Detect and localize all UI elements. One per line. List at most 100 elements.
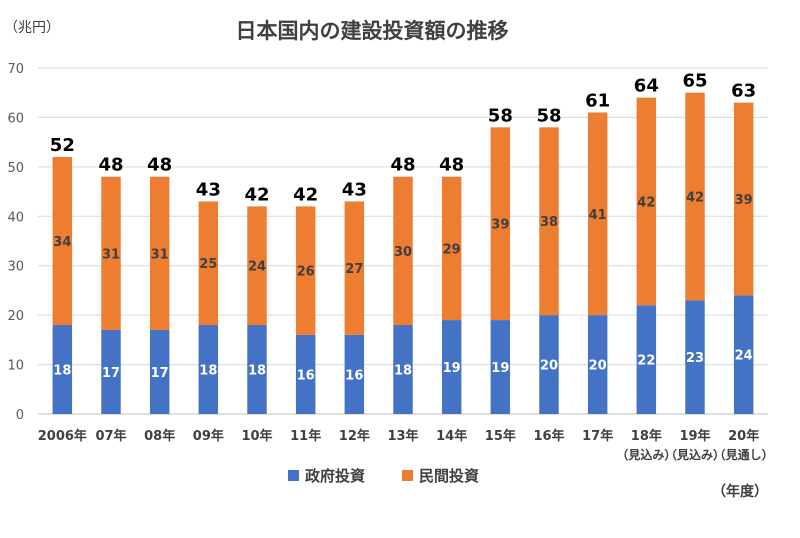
bar-segment-government [490, 320, 511, 414]
bar-segment-private [490, 127, 511, 321]
x-tick-note: （見込み） [665, 447, 725, 462]
bar-segment-government [101, 329, 121, 414]
legend-swatch-government [288, 470, 299, 481]
bar-segment-government [685, 300, 705, 414]
data-label-government: 20 [589, 359, 607, 374]
data-labels: 18 34 52 17 31 48 17 31 48 18 25 43 18 24 42 16 26 42 16 27… [50, 71, 756, 384]
data-label-government: 16 [345, 368, 363, 383]
bar-segment-private [685, 92, 705, 301]
total-label: 48 [390, 155, 415, 176]
bar-segment-private [393, 176, 413, 326]
x-tick-label: 12年 [339, 428, 370, 444]
y-tick-label: 30 [7, 260, 24, 275]
bar-segment-private [539, 127, 559, 316]
data-label-government: 17 [151, 366, 169, 381]
x-tick-label: 07年 [95, 428, 126, 444]
data-label-private: 24 [248, 260, 266, 275]
x-tick-label: 14年 [436, 428, 467, 444]
bar-segment-government [733, 295, 754, 414]
x-tick-label: 15年 [485, 428, 516, 444]
y-axis-ticks: 0 10 20 30 40 50 60 70 [7, 62, 24, 423]
x-axis-unit-label: （年度） [712, 483, 768, 500]
y-tick-label: 20 [7, 309, 24, 324]
total-label: 48 [98, 155, 123, 176]
total-label: 42 [293, 184, 318, 205]
data-label-private: 39 [735, 193, 753, 208]
total-label: 58 [488, 105, 513, 126]
y-tick-label: 0 [16, 408, 24, 423]
bar-segment-private [247, 206, 267, 326]
bar-segment-private [101, 176, 121, 330]
bar-segment-private [198, 201, 219, 326]
x-tick-label: 2006年 [38, 428, 87, 444]
data-label-government: 18 [394, 364, 412, 379]
chart-title: 日本国内の建設投資額の推移 [236, 19, 509, 43]
total-label: 43 [342, 179, 367, 200]
bar-segment-private [636, 97, 657, 306]
data-label-government: 18 [199, 364, 217, 379]
legend-swatch-private [402, 470, 413, 481]
x-tick-note: （見込み） [616, 447, 676, 462]
x-tick-label: 13年 [387, 428, 418, 444]
data-label-government: 20 [540, 359, 558, 374]
data-label-government: 19 [443, 361, 461, 376]
total-label: 48 [147, 155, 172, 176]
data-label-private: 30 [394, 245, 412, 260]
legend-label-government: 政府投資 [305, 467, 365, 485]
x-axis-ticks: 2006年 07年 08年 09年 10年 11年 12年 13年 14年 15年 16年 17年 18… [38, 428, 774, 462]
x-tick-label: 20年 [728, 428, 759, 444]
total-label: 48 [439, 155, 464, 176]
data-label-government: 18 [53, 364, 71, 379]
data-label-private: 38 [540, 215, 558, 230]
data-label-private: 31 [151, 247, 169, 262]
data-label-private: 31 [102, 247, 120, 262]
total-label: 64 [634, 76, 659, 97]
bar-segment-government [441, 320, 462, 414]
bar-segment-private [587, 112, 608, 316]
data-label-government: 23 [686, 351, 704, 366]
data-label-private: 41 [589, 208, 607, 223]
data-label-private: 42 [686, 191, 704, 206]
total-label: 58 [536, 105, 561, 126]
bar-segment-private [733, 102, 754, 296]
bars [52, 92, 754, 414]
y-tick-label: 70 [7, 62, 24, 77]
data-label-private: 27 [345, 262, 363, 277]
bar-segment-government [198, 325, 219, 414]
bar-segment-private [441, 176, 462, 321]
bar-segment-private [149, 176, 170, 330]
y-tick-label: 10 [7, 359, 24, 374]
bar-segment-government [149, 329, 170, 414]
x-tick-label: 19年 [679, 428, 710, 444]
data-label-private: 29 [443, 242, 461, 257]
bar-segment-private [52, 156, 73, 326]
bar-segment-government [52, 325, 73, 414]
bar-segment-government [344, 334, 365, 414]
x-tick-label: 09年 [193, 428, 224, 444]
total-label: 52 [50, 135, 75, 156]
bar-segment-government [295, 334, 316, 414]
data-label-government: 18 [248, 364, 266, 379]
bar-segment-private [344, 201, 365, 335]
bar-segment-government [247, 325, 267, 414]
y-tick-label: 50 [7, 161, 24, 176]
x-tick-label: 18年 [631, 428, 662, 444]
x-tick-label: 08年 [144, 428, 175, 444]
legend-label-private: 民間投資 [419, 467, 479, 485]
y-axis-unit-label: （兆円） [4, 20, 60, 36]
total-label: 65 [682, 71, 707, 92]
bar-segment-government [539, 315, 559, 414]
data-label-private: 39 [491, 218, 509, 233]
bar-segment-government [636, 305, 657, 414]
x-tick-note: （見通し） [714, 447, 774, 462]
data-label-private: 34 [53, 235, 71, 250]
total-label: 63 [731, 81, 756, 102]
data-label-private: 42 [637, 195, 655, 210]
total-label: 42 [244, 184, 269, 205]
total-label: 61 [585, 90, 610, 111]
data-label-government: 24 [735, 349, 753, 364]
y-tick-label: 40 [7, 210, 24, 225]
data-label-government: 17 [102, 366, 120, 381]
